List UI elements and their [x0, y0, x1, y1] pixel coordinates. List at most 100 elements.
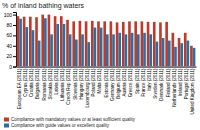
bar [122, 22, 125, 67]
x-tick-label: Estonia (2011) [104, 68, 109, 97]
bar [159, 22, 162, 66]
x-tick: Latvia (2011) [54, 68, 59, 94]
bar [168, 41, 171, 67]
bar [156, 42, 159, 67]
bar [128, 21, 131, 66]
bar [116, 22, 119, 66]
bar [72, 21, 75, 66]
y-tick: 0 [9, 64, 16, 70]
bar [56, 24, 59, 67]
x-tick: Slovenia (2011) [73, 68, 78, 100]
x-tick-label: Austria (2011) [122, 68, 127, 96]
bar [100, 28, 103, 67]
x-tick: Czech Rep (2011) [66, 68, 71, 105]
x-tick-label: Italy (2011) [147, 68, 152, 91]
x-tick-label: Germany (2011) [110, 68, 115, 101]
y-tick-mark [13, 35, 16, 36]
bar [137, 34, 140, 66]
legend-item: Compliance with guide values or excellen… [4, 123, 110, 128]
x-tick: United Kingdom (2011) [190, 68, 195, 114]
y-tick-mark [13, 46, 16, 47]
x-tick: Portugal (2011) [184, 68, 189, 99]
x-tick-label: Croatia (2011) [29, 68, 34, 97]
x-tick-label: United Kingdom (2011) [190, 68, 195, 114]
bar [174, 47, 177, 67]
y-tick-label: 100 [4, 12, 13, 18]
y-tick-label: 80 [6, 22, 12, 28]
x-tick: Slovakia (2011) [48, 68, 53, 99]
x-tick: Greece (2011) [128, 68, 133, 97]
bar [103, 21, 106, 66]
x-tick-label: Greece (2011) [128, 68, 133, 97]
bar [106, 34, 109, 66]
y-tick-mark [13, 15, 16, 16]
y-tick: 40 [6, 43, 16, 49]
bar [162, 38, 165, 67]
bar [85, 21, 88, 66]
x-tick-label: France (2011) [141, 68, 146, 96]
y-tick-label: 60 [6, 32, 12, 38]
legend-swatch [4, 124, 9, 128]
bar-series [17, 15, 193, 67]
x-tick: Sweden (2011) [153, 68, 158, 99]
legend-label: Compliance with guide values or excellen… [11, 123, 110, 128]
x-tick: Estonia (2011) [104, 68, 109, 97]
x-tick-label: Hungary (2011) [79, 68, 84, 99]
x-tick-label: Finland (2011) [166, 68, 171, 97]
x-tick: Luxembourg (2011) [85, 68, 90, 107]
x-tick: Malta (2011) [97, 68, 102, 93]
bar [69, 34, 72, 66]
bar [94, 28, 97, 67]
bar [184, 33, 187, 67]
x-tick: Netherlands (2011) [172, 68, 177, 107]
legend-label: Compliance with mandatory values or at l… [11, 117, 136, 122]
y-tick: 60 [6, 32, 16, 38]
bar [19, 19, 22, 67]
x-tick-label: Malta (2011) [97, 68, 102, 93]
x-tick-label: Czech Rep (2011) [66, 68, 71, 105]
chart: % of inland bathing waters European EA (2… [0, 0, 200, 130]
y-tick-mark [13, 67, 16, 68]
bar [112, 34, 115, 66]
x-tick: Ireland (2011) [178, 68, 183, 96]
y-tick-mark [13, 25, 16, 26]
x-tick: Romania (2011) [42, 68, 47, 100]
bar [29, 17, 32, 67]
bar [91, 21, 94, 67]
x-tick: Croatia (2011) [29, 68, 34, 97]
bar [35, 17, 38, 66]
bar [66, 20, 69, 67]
bar [178, 38, 181, 67]
bar [172, 33, 175, 67]
x-tick-label: Romania (2011) [42, 68, 47, 100]
bar [118, 33, 121, 67]
y-axis: 020406080100 [4, 12, 17, 70]
x-tick: Germany (2011) [110, 68, 115, 101]
x-tick: Denmark (2011) [159, 68, 164, 101]
y-tick-label: 40 [6, 43, 12, 49]
x-tick: Cyprus (2011) [23, 68, 28, 97]
bar [134, 21, 137, 66]
x-tick: Hungary (2011) [79, 68, 84, 99]
bar [63, 24, 66, 67]
x-tick-label: Latvia (2011) [54, 68, 59, 94]
bar [147, 22, 150, 67]
x-tick-label: Portugal (2011) [184, 68, 189, 99]
title: % of inland bathing waters [2, 2, 85, 10]
bar [190, 46, 193, 67]
legend: Compliance with mandatory values or at l… [4, 117, 136, 128]
bar-series [19, 18, 195, 66]
bar [110, 21, 113, 66]
bars [17, 15, 196, 67]
bar [25, 27, 28, 66]
bar [44, 18, 47, 66]
bar [50, 34, 53, 66]
x-tick-label: Slovakia (2011) [48, 68, 53, 99]
bar [149, 34, 152, 66]
x-tick-label: Luxembourg (2011) [85, 68, 90, 107]
bar [141, 21, 144, 66]
bar [48, 15, 51, 67]
legend-swatch [4, 118, 9, 122]
x-tick-label: Bulgaria (2011) [35, 68, 40, 99]
x-tick-label: European EA (2011) [17, 68, 22, 109]
